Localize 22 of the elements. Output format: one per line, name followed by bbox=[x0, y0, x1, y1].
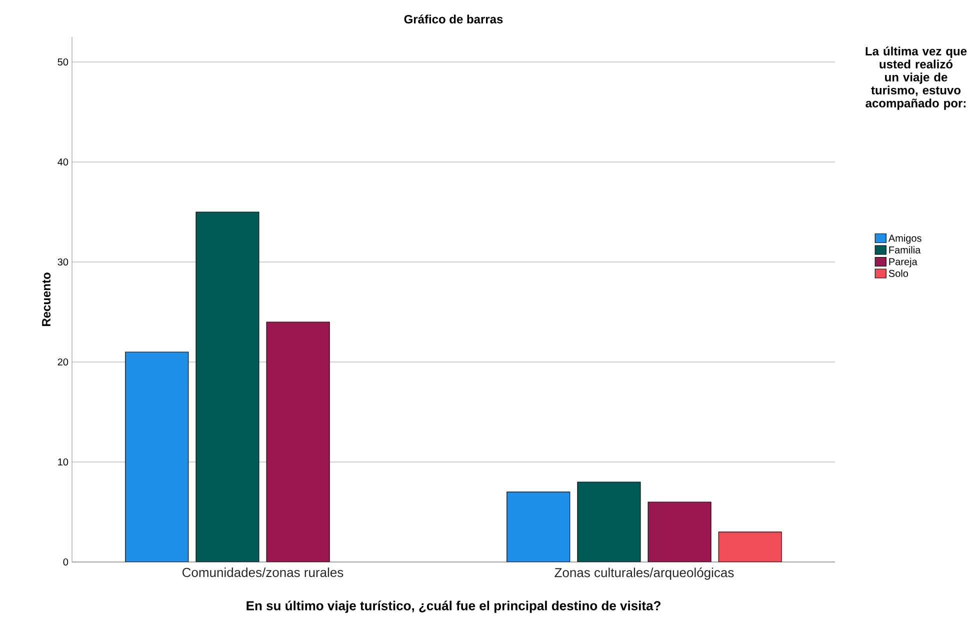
y-tick-label: 20 bbox=[58, 358, 68, 366]
chart-title: Gráfico de barras bbox=[404, 14, 503, 24]
bar bbox=[648, 502, 712, 562]
bar bbox=[196, 212, 260, 562]
legend-label: Amigos bbox=[888, 234, 922, 244]
legend-label: Familia bbox=[889, 246, 921, 254]
y-tick-label: 0 bbox=[63, 558, 68, 566]
y-tick-label: 40 bbox=[58, 158, 68, 166]
bar bbox=[506, 492, 570, 562]
y-tick-label: 50 bbox=[58, 58, 68, 66]
x-tick-label: Zonas culturales/arqueológicas bbox=[554, 568, 734, 580]
y-axis-title: Recuento bbox=[42, 272, 50, 326]
legend-title: La última vez que usted realizó un viaje de turismo, estuvo acompañado por: bbox=[866, 46, 967, 110]
x-axis-title: En su último viaje turístico, ¿cuál fue el principal destino de visita? bbox=[246, 600, 660, 613]
x-tick-label: Comunidades/zonas rurales bbox=[182, 568, 344, 578]
legend-label: Solo bbox=[888, 270, 908, 277]
bar bbox=[577, 482, 641, 562]
y-tick-label: 10 bbox=[58, 458, 68, 466]
legend-label: Pareja bbox=[889, 258, 918, 268]
y-tick-label: 30 bbox=[58, 258, 68, 266]
bar bbox=[266, 322, 330, 562]
bar bbox=[125, 352, 189, 562]
